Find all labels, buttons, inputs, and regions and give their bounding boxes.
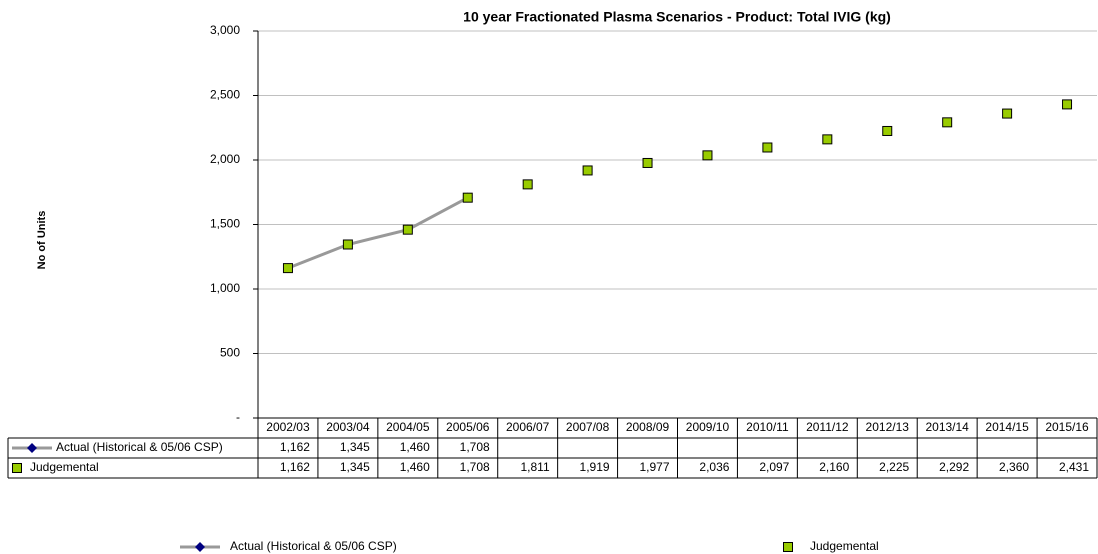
table-value: 1,811: [521, 460, 550, 474]
marker: [702, 150, 713, 161]
y-tick-label: 2,000: [210, 152, 240, 166]
x-tick-label: 2002/03: [266, 420, 310, 434]
x-tick-label: 2013/14: [925, 420, 969, 434]
table-series-name: Judgemental: [30, 460, 99, 474]
marker: [1002, 108, 1013, 119]
table-value: 2,431: [1059, 460, 1089, 474]
x-tick-label: 2015/16: [1045, 420, 1089, 434]
legend-label: Actual (Historical & 05/06 CSP): [230, 539, 397, 553]
table-value: 2,097: [759, 460, 789, 474]
x-tick-label: 2008/09: [626, 420, 670, 434]
y-tick-label: 2,500: [210, 88, 240, 102]
marker: [582, 165, 593, 176]
table-value: 1,919: [580, 460, 610, 474]
x-tick-label: 2003/04: [326, 420, 370, 434]
series-line: [287, 196, 469, 270]
marker: [882, 125, 893, 136]
table-value: 1,345: [340, 440, 370, 454]
chart-title: 10 year Fractionated Plasma Scenarios - …: [463, 9, 891, 25]
marker: [462, 192, 473, 203]
table-value: 1,977: [639, 460, 669, 474]
x-tick-label: 2004/05: [386, 420, 430, 434]
y-tick-label: 1,500: [210, 217, 240, 231]
y-tick-label: 500: [220, 346, 240, 360]
marker: [522, 179, 533, 190]
table-series-name: Actual (Historical & 05/06 CSP): [56, 440, 223, 454]
marker: [27, 443, 37, 453]
marker: [12, 463, 22, 473]
x-tick-label: 2007/08: [566, 420, 610, 434]
y-axis-label: No of Units: [36, 211, 48, 270]
table-value: 1,708: [460, 440, 490, 454]
table-value: 1,162: [280, 460, 310, 474]
x-tick-label: 2006/07: [506, 420, 550, 434]
marker: [282, 263, 293, 274]
table-value: 2,036: [699, 460, 729, 474]
y-tick-label: 1,000: [210, 281, 240, 295]
table-value: 2,225: [879, 460, 909, 474]
table-value: 1,460: [400, 460, 430, 474]
marker: [195, 542, 205, 552]
marker: [822, 134, 833, 145]
table-value: 2,160: [819, 460, 849, 474]
x-tick-label: 2011/12: [806, 420, 849, 434]
table-value: 2,360: [999, 460, 1029, 474]
y-tick-label: -: [236, 410, 240, 424]
table-value: 1,345: [340, 460, 370, 474]
table-value: 2,292: [939, 460, 969, 474]
table-value: 1,708: [460, 460, 490, 474]
x-tick-label: 2009/10: [686, 420, 730, 434]
y-tick-label: 3,000: [210, 23, 240, 37]
marker: [402, 224, 413, 235]
legend-label: Judgemental: [810, 539, 879, 553]
table-value: 1,460: [400, 440, 430, 454]
marker: [942, 117, 953, 128]
marker: [1062, 99, 1073, 110]
marker: [783, 542, 793, 552]
marker: [642, 157, 653, 168]
x-tick-label: 2005/06: [446, 420, 490, 434]
x-tick-label: 2012/13: [866, 420, 910, 434]
table-value: 1,162: [280, 440, 310, 454]
marker: [762, 142, 773, 153]
x-tick-label: 2010/11: [746, 420, 789, 434]
x-tick-label: 2014/15: [985, 420, 1029, 434]
marker: [342, 239, 353, 250]
